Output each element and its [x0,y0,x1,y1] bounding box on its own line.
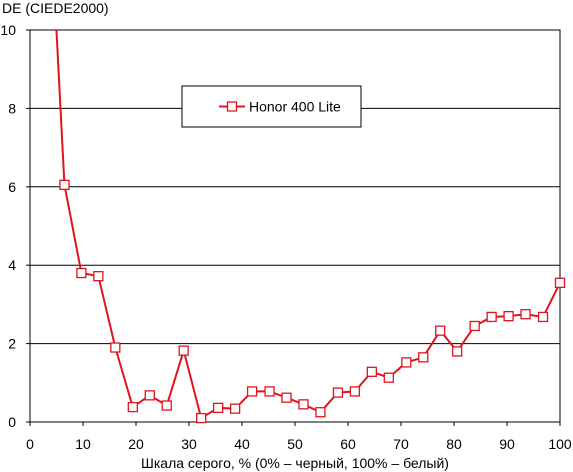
data-point-8 [178,345,189,356]
x-axis-label: Шкала серого, % (0% – черный, 100% – бел… [141,455,449,471]
y-tick-label-4: 4 [8,257,16,273]
legend-marker [226,101,238,112]
data-point-16 [315,407,326,418]
data-point-7 [161,400,172,411]
data-point-30 [554,277,566,288]
data-point-25 [469,320,480,332]
data-point-3 [93,271,104,282]
data-point-23 [435,325,446,336]
data-point-2 [76,267,87,279]
data-point-12 [246,386,258,397]
data-point-27 [503,311,514,322]
data-point-5 [127,401,138,413]
data-point-28 [520,309,531,320]
data-point-17 [332,387,344,398]
data-point-6 [144,390,155,401]
data-point-14 [281,392,292,403]
y-tick-label-0: 0 [8,414,16,430]
grid [30,107,560,345]
data-point-10 [212,402,224,414]
y-axis-ticks: 0 2 4 6 8 10 [0,22,30,430]
data-point-11 [229,403,241,414]
x-tick-label-40: 40 [234,436,250,452]
data-point-21 [401,357,412,368]
data-point-24 [452,346,463,357]
legend-box [181,85,362,128]
legend-label: Honor 400 Lite [249,99,341,115]
x-tick-label-90: 90 [499,436,515,452]
data-point-13 [264,386,275,397]
y-tick-label-6: 6 [8,179,16,195]
data-point-1 [59,179,70,190]
y-tick-label-10: 10 [0,22,16,38]
plot-frame [29,29,561,423]
x-tick-label-60: 60 [340,436,356,452]
y-tick-label-2: 2 [8,336,16,352]
data-point-9 [196,412,207,424]
data-point-26 [486,311,497,323]
x-tick-label-100: 100 [548,436,572,452]
x-tick-label-80: 80 [446,436,462,452]
legend: Honor 400 Lite [181,85,362,128]
plot-area [55,30,566,424]
x-tick-label-20: 20 [128,436,144,452]
data-point-22 [418,352,429,363]
x-axis-ticks: 0 10 20 30 40 50 60 70 80 90 100 [26,422,572,452]
series-line-0 [55,30,560,420]
data-point-18 [349,386,361,397]
y-axis-label: DE (CIEDE2000) [2,0,109,16]
x-tick-label-10: 10 [75,436,91,452]
data-point-4 [110,342,121,353]
data-point-15 [298,399,309,410]
x-tick-label-0: 0 [26,436,34,452]
x-tick-label-50: 50 [287,436,303,452]
x-tick-label-30: 30 [181,436,197,452]
data-point-20 [383,372,394,383]
y-tick-label-8: 8 [8,100,16,116]
data-point-19 [366,366,378,377]
x-tick-label-70: 70 [393,436,409,452]
data-point-29 [537,311,549,323]
